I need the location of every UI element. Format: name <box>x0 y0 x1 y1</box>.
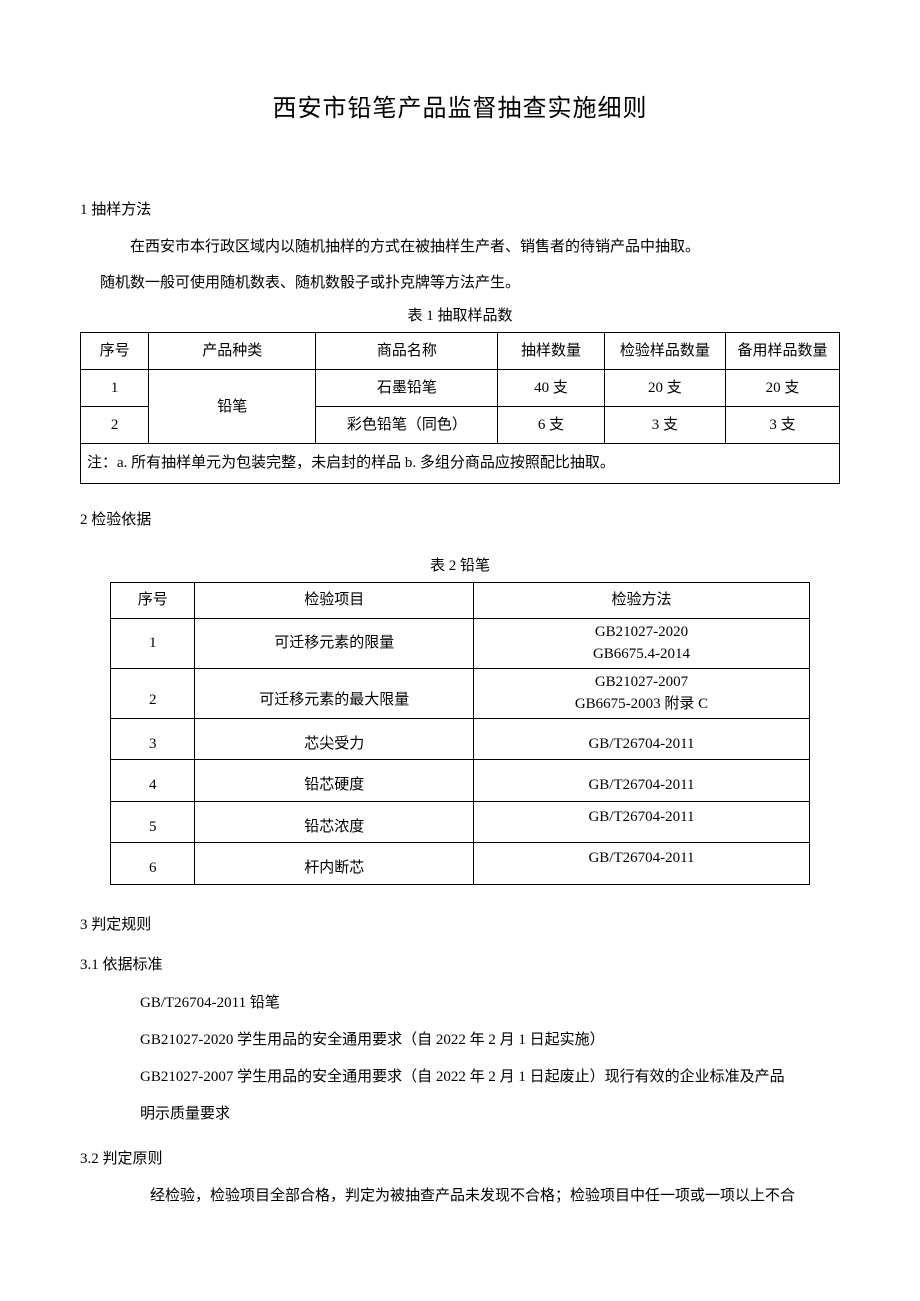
s1-paragraph-2: 随机数一般可使用随机数表、随机数骰子或扑克牌等方法产生。 <box>100 268 840 298</box>
table2-header-item: 检验项目 <box>195 583 474 619</box>
table-1-sampling: 序号 产品种类 商品名称 抽样数量 检验样品数量 备用样品数量 1 铅笔 石墨铅… <box>80 332 840 484</box>
table-row: 6 杆内断芯 GB/T26704-2011 <box>111 843 809 885</box>
table-row: 3 芯尖受力 GB/T26704-2011 <box>111 718 809 760</box>
table1-r2-name: 彩色铅笔（同色） <box>316 407 498 444</box>
table1-r2-sample: 6 支 <box>498 407 604 444</box>
table2-r2-method: GB21027-2007 GB6675-2003 附录 C <box>474 668 809 718</box>
table2-r6-item: 杆内断芯 <box>195 843 474 885</box>
table1-r1-name: 石墨铅笔 <box>316 370 498 407</box>
table1-caption: 表 1 抽取样品数 <box>80 304 840 328</box>
table2-r1-item: 可迁移元素的限量 <box>195 618 474 668</box>
table2-r1-no: 1 <box>111 618 195 668</box>
table2-r3-method: GB/T26704-2011 <box>474 718 809 760</box>
section-3-2-heading: 3.2 判定原则 <box>80 1147 840 1171</box>
table2-r5-item: 铅芯浓度 <box>195 801 474 843</box>
document-title: 西安市铅笔产品监督抽查实施细则 <box>80 90 840 128</box>
s1-paragraph-1: 在西安市本行政区域内以随机抽样的方式在被抽样生产者、销售者的待销产品中抽取。 <box>100 232 840 262</box>
table1-r1-no: 1 <box>81 370 149 407</box>
table1-note: 注：a. 所有抽样单元为包装完整，未启封的样品 b. 多组分商品应按照配比抽取。 <box>81 444 840 484</box>
table1-r2-spare: 3 支 <box>726 407 840 444</box>
table-row: 1 可迁移元素的限量 GB21027-2020 GB6675.4-2014 <box>111 618 809 668</box>
standard-line-4: 明示质量要求 <box>140 1098 840 1131</box>
table2-r2-no: 2 <box>111 668 195 718</box>
table1-r2-test: 3 支 <box>604 407 725 444</box>
table1-header-seq: 序号 <box>81 333 149 370</box>
section-3-heading: 3 判定规则 <box>80 913 840 937</box>
table-row: 注：a. 所有抽样单元为包装完整，未启封的样品 b. 多组分商品应按照配比抽取。 <box>81 444 840 484</box>
table-row: 序号 检验项目 检验方法 <box>111 583 809 619</box>
table2-r4-method: GB/T26704-2011 <box>474 760 809 802</box>
table2-r5-no: 5 <box>111 801 195 843</box>
standard-line-2: GB21027-2020 学生用品的安全通用要求（自 2022 年 2 月 1 … <box>140 1024 840 1057</box>
table1-header-sample-qty: 抽样数量 <box>498 333 604 370</box>
table1-header-test-qty: 检验样品数量 <box>604 333 725 370</box>
table1-category: 铅笔 <box>149 370 316 444</box>
table-row: 序号 产品种类 商品名称 抽样数量 检验样品数量 备用样品数量 <box>81 333 840 370</box>
table2-r2-item: 可迁移元素的最大限量 <box>195 668 474 718</box>
table1-header-name: 商品名称 <box>316 333 498 370</box>
table1-r1-test: 20 支 <box>604 370 725 407</box>
table-row: 4 铅芯硬度 GB/T26704-2011 <box>111 760 809 802</box>
table1-r1-spare: 20 支 <box>726 370 840 407</box>
table-row: 5 铅芯浓度 GB/T26704-2011 <box>111 801 809 843</box>
section-2-heading: 2 检验依据 <box>80 508 840 532</box>
section-1-heading: 1 抽样方法 <box>80 198 840 222</box>
standard-line-1: GB/T26704-2011 铅笔 <box>140 987 840 1020</box>
table1-header-spare-qty: 备用样品数量 <box>726 333 840 370</box>
table-row: 2 可迁移元素的最大限量 GB21027-2007 GB6675-2003 附录… <box>111 668 809 718</box>
s3-2-paragraph: 经检验，检验项目全部合格，判定为被抽查产品未发现不合格；检验项目中任一项或一项以… <box>120 1181 840 1211</box>
standards-list: GB/T26704-2011 铅笔 GB21027-2020 学生用品的安全通用… <box>140 987 840 1131</box>
table2-r3-item: 芯尖受力 <box>195 718 474 760</box>
table2-r5-method: GB/T26704-2011 <box>474 801 809 843</box>
table-row: 1 铅笔 石墨铅笔 40 支 20 支 20 支 <box>81 370 840 407</box>
table1-r1-sample: 40 支 <box>498 370 604 407</box>
table2-r4-no: 4 <box>111 760 195 802</box>
table1-r2-no: 2 <box>81 407 149 444</box>
table2-r6-no: 6 <box>111 843 195 885</box>
standard-line-3: GB21027-2007 学生用品的安全通用要求（自 2022 年 2 月 1 … <box>140 1061 840 1094</box>
table2-caption: 表 2 铅笔 <box>80 554 840 578</box>
table2-header-seq: 序号 <box>111 583 195 619</box>
table2-header-method: 检验方法 <box>474 583 809 619</box>
section-3-1-heading: 3.1 依据标准 <box>80 953 840 977</box>
table2-r1-method: GB21027-2020 GB6675.4-2014 <box>474 618 809 668</box>
table1-header-category: 产品种类 <box>149 333 316 370</box>
table2-r3-no: 3 <box>111 718 195 760</box>
table2-r6-method: GB/T26704-2011 <box>474 843 809 885</box>
table-2-inspection: 序号 检验项目 检验方法 1 可迁移元素的限量 GB21027-2020 GB6… <box>110 582 809 885</box>
table2-r4-item: 铅芯硬度 <box>195 760 474 802</box>
